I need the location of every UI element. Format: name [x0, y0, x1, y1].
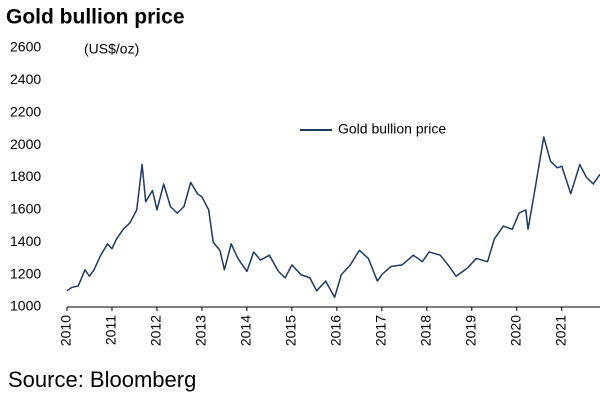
x-tick-label: 2018 [418, 315, 434, 346]
y-tick-label: 2200 [10, 103, 41, 119]
x-tick-label: 2019 [463, 315, 479, 346]
x-tick-label: 2016 [328, 315, 344, 346]
y-tick-label: 2400 [10, 71, 41, 87]
x-tick-label: 2020 [507, 315, 523, 346]
x-tick-label: 2014 [238, 315, 254, 346]
y-tick-label: 1400 [10, 233, 41, 249]
x-tick-label: 2010 [58, 315, 74, 346]
x-tick-label: 2011 [103, 315, 119, 345]
y-tick-label: 1200 [10, 265, 41, 281]
x-tick-label: 2012 [148, 315, 164, 346]
y-tick-label: 1600 [10, 201, 41, 217]
legend-label: Gold bullion price [338, 121, 446, 137]
y-tick-label: 1800 [10, 168, 41, 184]
y-axis-label: (US$/oz) [84, 41, 139, 57]
y-tick-label: 2600 [10, 39, 41, 55]
y-tick-label: 2000 [10, 136, 41, 152]
x-tick-label: 2015 [283, 315, 299, 346]
x-tick-label: 2017 [373, 315, 389, 346]
x-tick-label: 2021 [552, 315, 568, 346]
chart-title: Gold bullion price [6, 6, 185, 29]
x-tick-label: 2013 [193, 315, 209, 346]
line [66, 136, 600, 299]
y-tick-label: 1000 [10, 298, 41, 314]
source: Source: Bloomberg [8, 367, 196, 392]
